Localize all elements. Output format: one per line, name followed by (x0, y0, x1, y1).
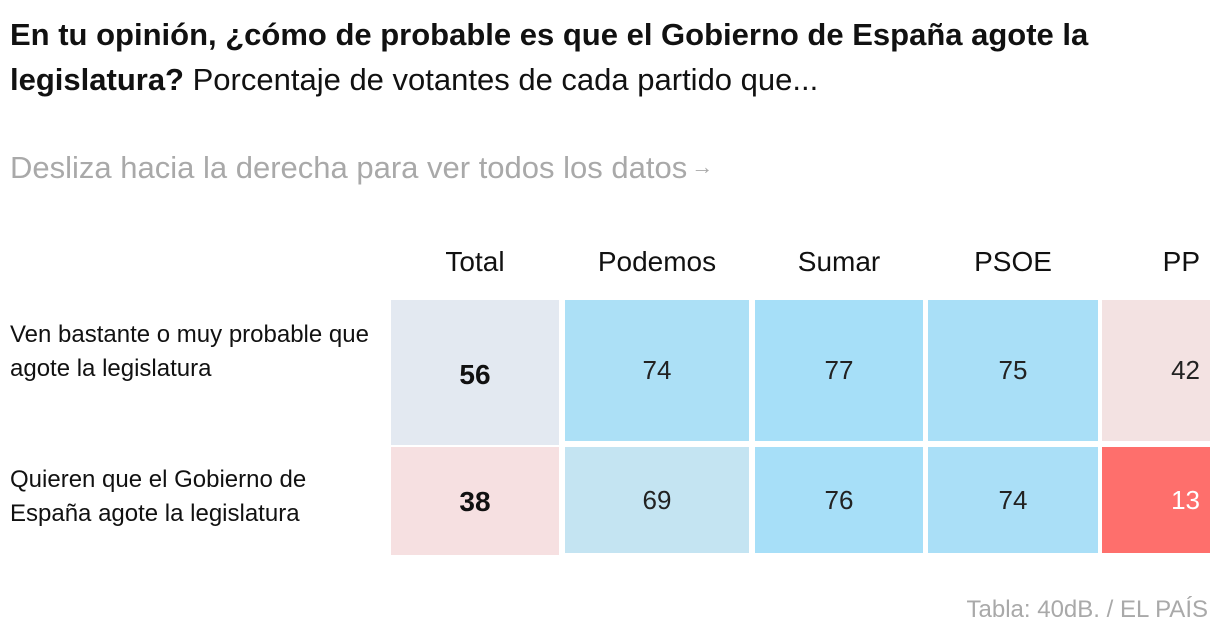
scroll-hint: Desliza hacia la derecha para ver todos … (10, 145, 713, 190)
column-header-podemos: Podemos (597, 246, 717, 277)
column-header-total: Total (445, 246, 505, 277)
table-cell-psoe: 74 (928, 447, 1098, 553)
table-cell-sumar: 77 (755, 300, 923, 441)
table-cell-total: 38 (391, 447, 559, 555)
title-question: En tu opinión, ¿cómo de probable es que … (10, 17, 1089, 97)
table-cell-pp: 13 (1102, 447, 1210, 553)
row-label: Ven bastante o muy probable que agote la… (10, 321, 369, 382)
source-credit: Tabla: 40dB. / EL PAÍS (966, 596, 1208, 623)
column-header-psoe: PSOE (974, 246, 1052, 277)
scroll-hint-text: Desliza hacia la derecha para ver todos … (10, 150, 688, 185)
table-cell-pp: 42 (1102, 300, 1210, 441)
row-label: Quieren que el Gobierno de España agote … (10, 466, 307, 527)
table-cell-psoe: 75 (928, 300, 1098, 441)
arrow-right-icon: → (691, 154, 714, 179)
chart-title: En tu opinión, ¿cómo de probable es que … (10, 12, 1205, 102)
column-header-sumar: Sumar (797, 246, 881, 277)
column-header-pp: PP (1162, 246, 1200, 277)
table-cell-total: 56 (391, 300, 559, 445)
table-cell-podemos: 74 (565, 300, 749, 441)
table-cell-podemos: 69 (565, 447, 749, 553)
title-subtitle: Porcentaje de votantes de cada partido q… (192, 62, 819, 97)
table-cell-sumar: 76 (755, 447, 923, 553)
